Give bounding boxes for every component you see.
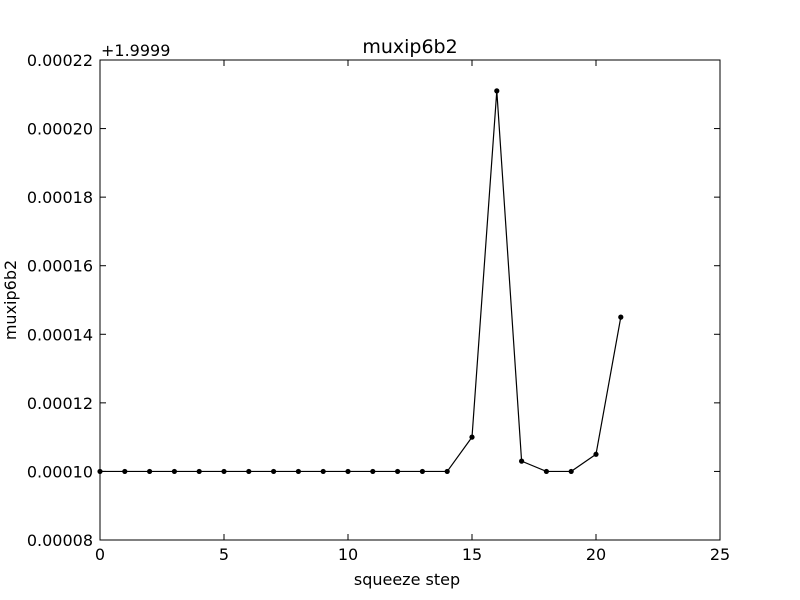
data-point bbox=[196, 468, 202, 475]
data-point bbox=[593, 451, 599, 457]
data-point bbox=[246, 468, 252, 475]
x-axis-label: squeeze step bbox=[354, 570, 460, 589]
chart-title: muxip6b2 bbox=[362, 36, 457, 58]
y-tick-label: 0.00008 bbox=[27, 531, 93, 550]
data-point bbox=[221, 468, 227, 475]
data-point bbox=[618, 314, 624, 320]
x-tick-label: 15 bbox=[462, 545, 482, 564]
y-tick-label: 0.00020 bbox=[27, 120, 93, 139]
y-axis-label: muxip6b2 bbox=[1, 260, 20, 340]
x-tick-label: 0 bbox=[95, 545, 105, 564]
y-tick-label: 0.00022 bbox=[27, 51, 93, 70]
y-tick-label: 0.00014 bbox=[27, 325, 93, 344]
series-line bbox=[100, 90, 622, 473]
plot-frame bbox=[99, 59, 721, 541]
data-point bbox=[494, 88, 500, 94]
data-point bbox=[271, 468, 277, 475]
x-tick-label: 5 bbox=[219, 545, 229, 564]
data-point bbox=[519, 458, 525, 464]
y-tick-label: 0.00012 bbox=[27, 394, 93, 413]
plot-area bbox=[97, 88, 624, 475]
data-point bbox=[122, 468, 128, 475]
data-point bbox=[295, 468, 301, 475]
y-tick-label: 0.00016 bbox=[27, 257, 93, 276]
data-point bbox=[444, 468, 450, 475]
data-point bbox=[419, 468, 425, 475]
data-point bbox=[171, 468, 177, 475]
data-point bbox=[395, 468, 401, 475]
data-point bbox=[320, 468, 326, 475]
data-point bbox=[147, 468, 153, 475]
x-tick-label: 25 bbox=[710, 545, 730, 564]
data-point bbox=[469, 434, 475, 440]
data-point bbox=[543, 468, 550, 475]
x-tick-label: 10 bbox=[338, 545, 358, 564]
y-tick-label: 0.00018 bbox=[27, 188, 93, 207]
y-tick-label: 0.00010 bbox=[27, 462, 93, 481]
data-point bbox=[370, 468, 376, 475]
data-point bbox=[568, 468, 574, 475]
y-axis-offset-label: +1.9999 bbox=[101, 41, 170, 60]
data-point bbox=[345, 468, 351, 475]
x-tick-label: 20 bbox=[586, 545, 606, 564]
